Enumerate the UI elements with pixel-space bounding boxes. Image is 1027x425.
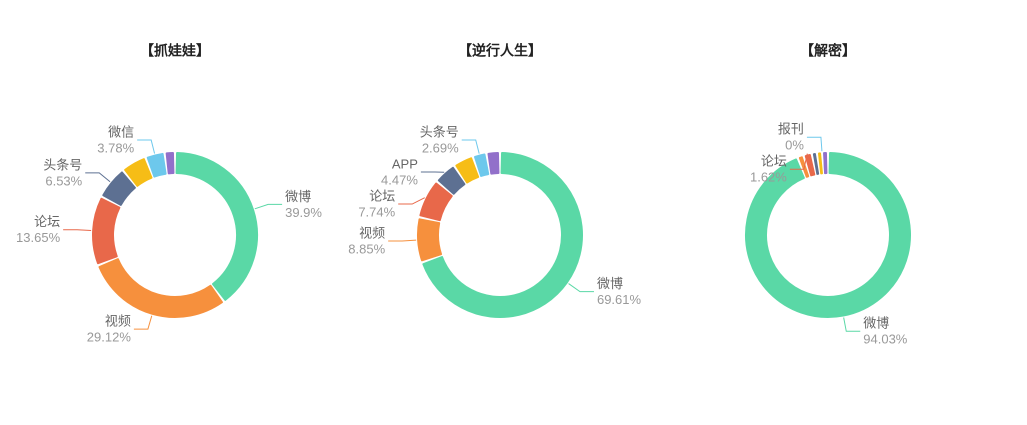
slice-label: 微博 xyxy=(863,316,889,331)
slice-label: 微博 xyxy=(597,276,623,291)
chart-title: 【抓娃娃】 xyxy=(140,43,210,59)
slice-value-label: 13.65% xyxy=(16,230,61,245)
leader-line xyxy=(63,229,92,232)
donut-slice xyxy=(175,152,258,301)
slice-label: 论坛 xyxy=(761,154,787,169)
donut-slice xyxy=(473,153,490,177)
slice-label: 论坛 xyxy=(34,214,60,229)
donut-slice xyxy=(92,197,121,265)
donut-slice xyxy=(419,182,453,222)
slice-label: 微博 xyxy=(285,189,311,204)
leader-line xyxy=(254,203,283,210)
slice-value-label: 8.85% xyxy=(348,241,385,256)
slice-value-label: 29.12% xyxy=(87,330,132,345)
donut-slice xyxy=(98,258,223,318)
slice-value-label: 7.74% xyxy=(358,204,395,219)
chart-title: 【逆行人生】 xyxy=(458,43,542,59)
donut-slice xyxy=(823,152,828,175)
slice-value-label: 2.69% xyxy=(422,140,459,155)
donut-slice xyxy=(812,153,820,175)
slice-label: 视频 xyxy=(105,314,131,329)
donut-slice xyxy=(422,152,583,318)
leader-line xyxy=(398,197,425,205)
leader-line xyxy=(806,136,823,152)
slice-label: 头条号 xyxy=(43,157,82,172)
slice-value-label: 6.53% xyxy=(45,173,82,188)
donut-slice xyxy=(817,152,823,175)
slice-label: 头条号 xyxy=(420,124,459,139)
slice-value-label: 0% xyxy=(785,138,804,153)
leader-line xyxy=(461,139,480,154)
leader-line xyxy=(388,239,417,242)
donut-slice xyxy=(487,152,500,175)
leader-line xyxy=(843,317,861,332)
chart-title: 【解密】 xyxy=(800,43,856,59)
slice-value-label: 69.61% xyxy=(597,292,642,307)
donut-slice xyxy=(124,158,153,187)
leader-line xyxy=(568,283,594,293)
leader-line xyxy=(137,139,156,154)
donut-slice xyxy=(146,152,167,178)
leader-line xyxy=(85,172,111,183)
slice-value-label: 1.62% xyxy=(750,170,787,185)
donut-slice xyxy=(745,152,911,318)
donut-slice xyxy=(455,157,480,184)
donut-slice xyxy=(165,152,175,175)
leader-line xyxy=(133,315,153,330)
slice-label: APP xyxy=(392,156,418,171)
slice-value-label: 94.03% xyxy=(863,332,908,347)
slice-label: 论坛 xyxy=(369,188,395,203)
slice-value-label: 3.78% xyxy=(97,140,134,155)
leader-line xyxy=(789,153,808,170)
slice-label: 报刊 xyxy=(778,122,804,137)
donut-slice xyxy=(417,218,443,262)
slice-label: 视频 xyxy=(359,225,385,240)
donut-slice xyxy=(102,171,136,206)
slice-label: 微信 xyxy=(108,124,134,139)
slice-value-label: 39.9% xyxy=(285,205,322,220)
slice-value-label: 4.47% xyxy=(381,172,418,187)
donut-slice xyxy=(437,166,466,195)
